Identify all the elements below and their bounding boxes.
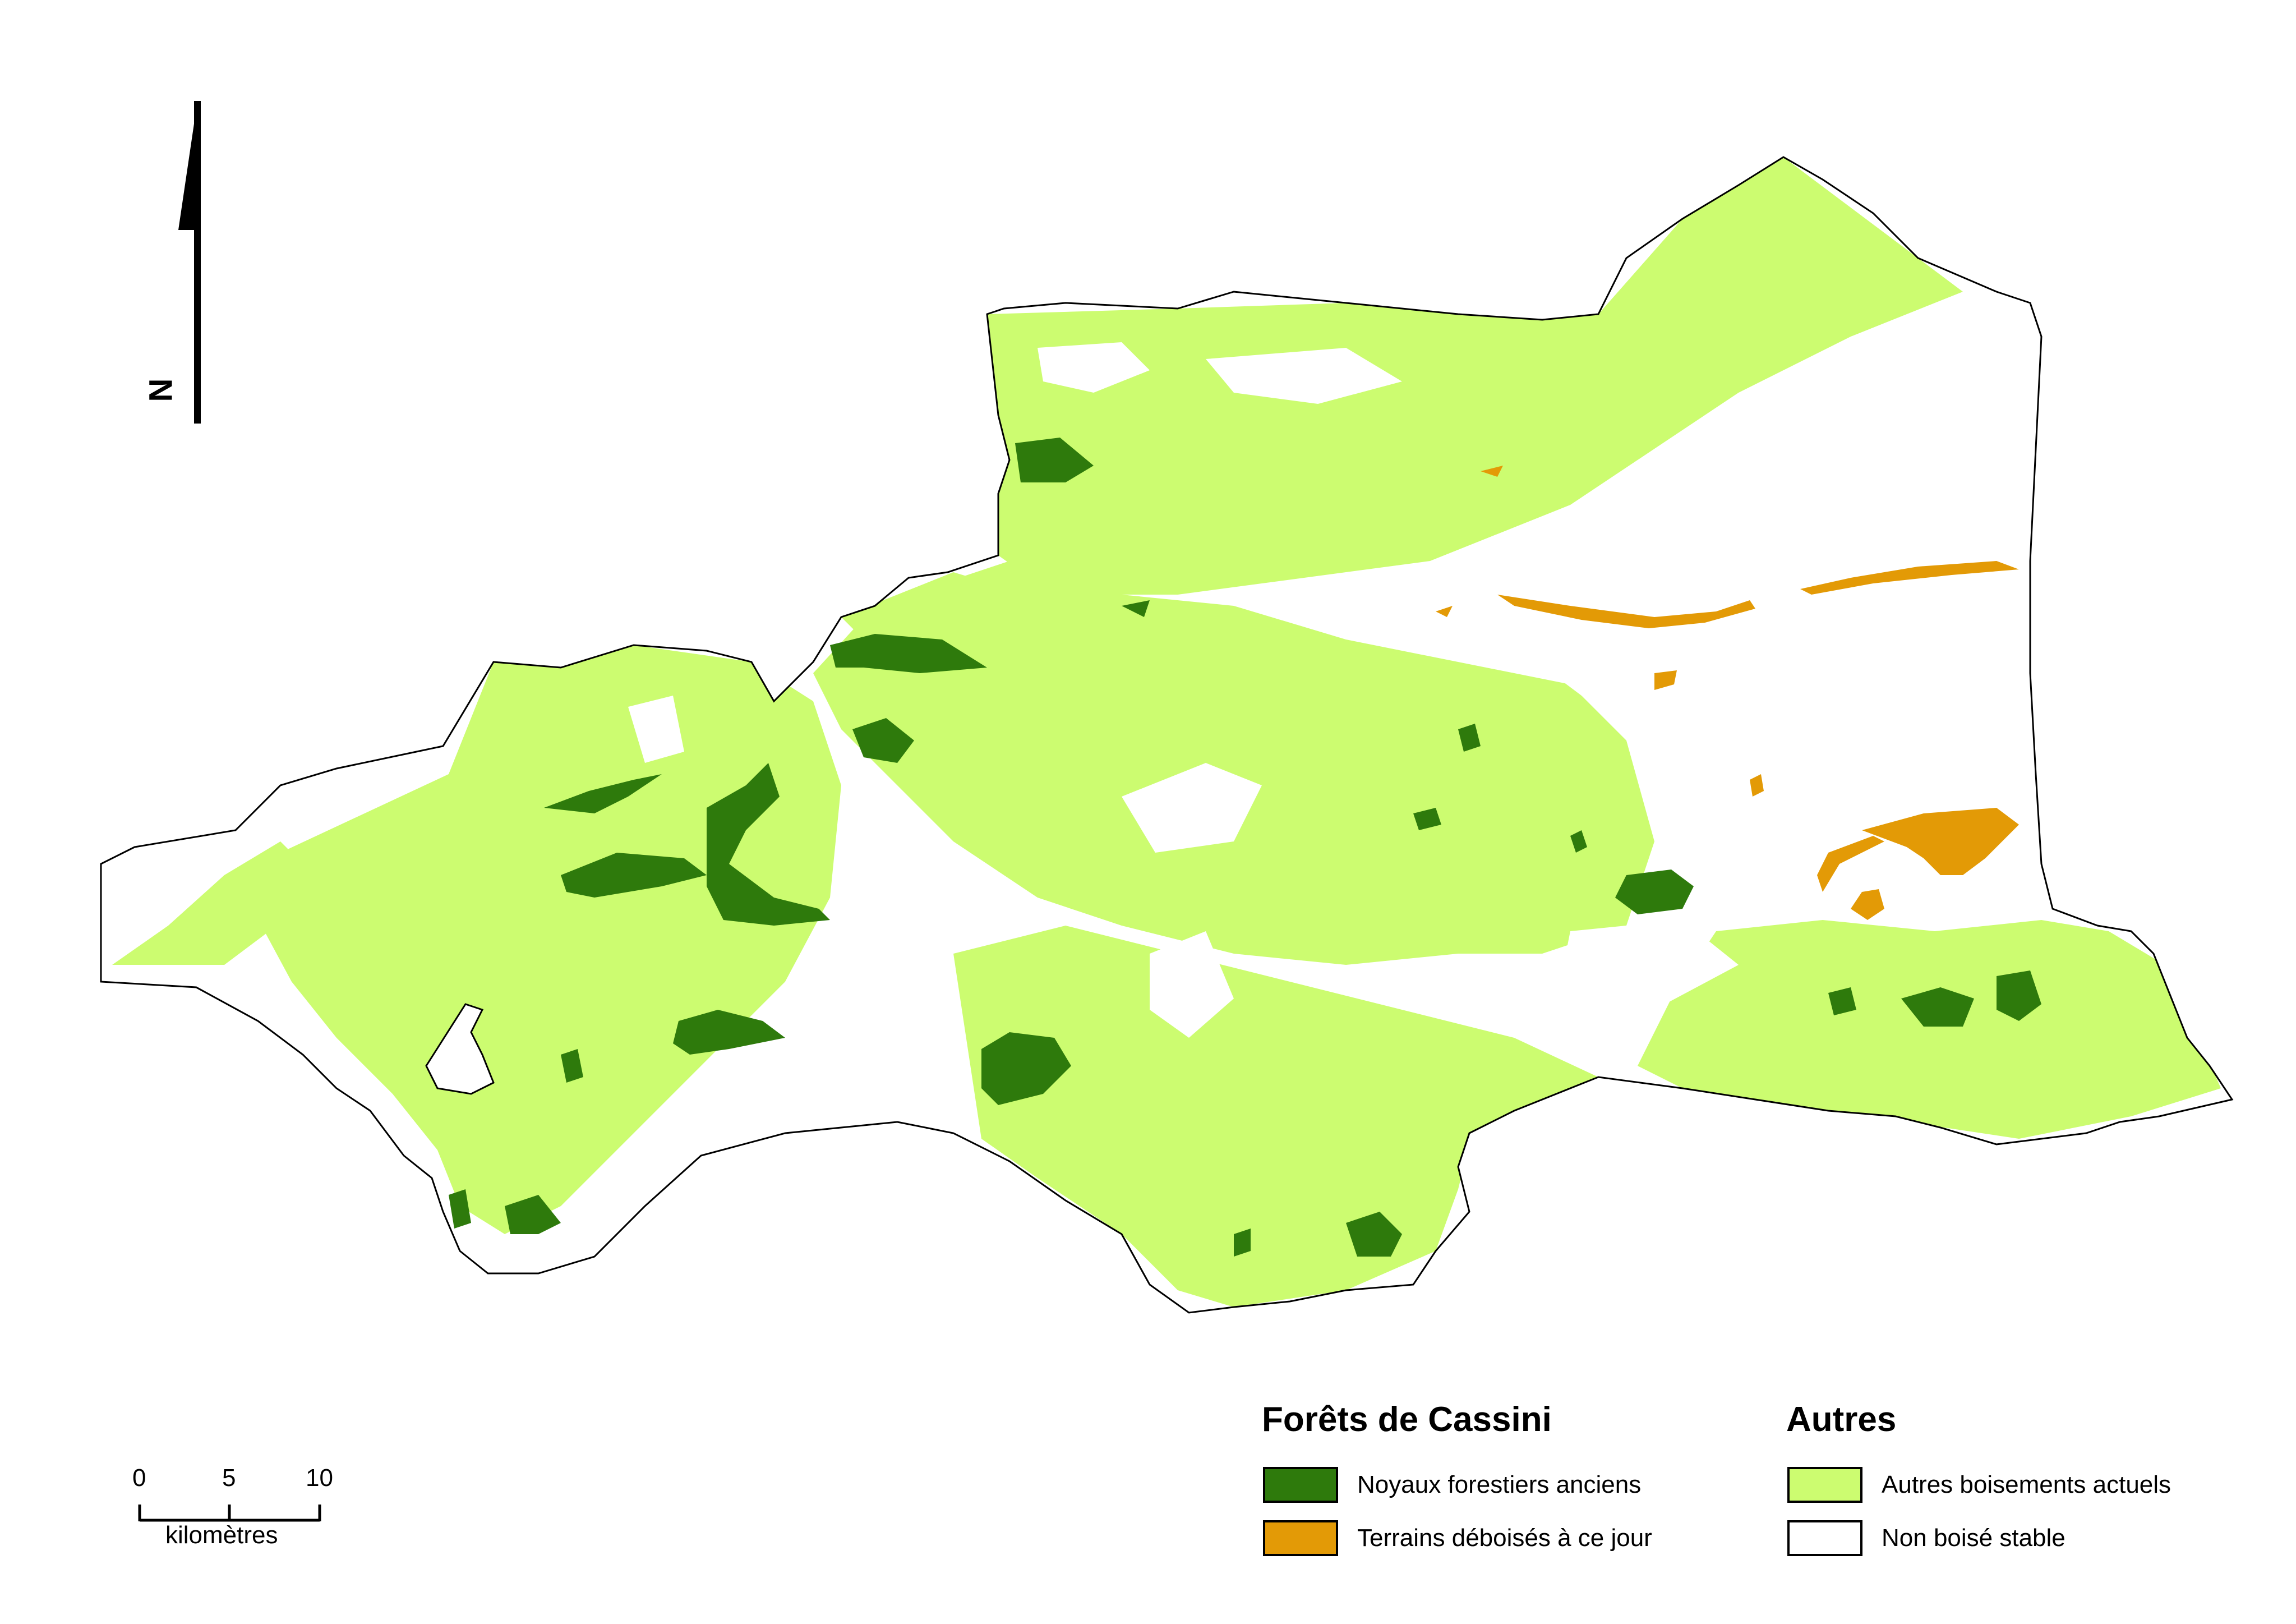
department-outline <box>100 156 2234 1314</box>
non-wooded-swatch <box>1787 1520 1862 1556</box>
north-arrow-icon <box>178 101 201 424</box>
forest-core-swatch <box>1263 1467 1338 1503</box>
other-woodland-swatch <box>1787 1467 1862 1503</box>
scale-bar <box>138 1505 321 1522</box>
enclave-outline <box>425 1003 495 1095</box>
legend-item-non-wooded: Non boisé stable <box>1787 1520 2066 1556</box>
scale-unit: kilomètres <box>165 1521 278 1549</box>
deforested-layer <box>1436 466 2019 920</box>
legend-label-forest-core: Noyaux forestiers anciens <box>1357 1471 1642 1498</box>
legend-item-forest-core: Noyaux forestiers anciens <box>1263 1467 1641 1503</box>
legend-item-other-woodland: Autres boisements actuels <box>1787 1467 2171 1503</box>
scale-tick-5: 5 <box>222 1464 236 1492</box>
legend-label-other-woodland: Autres boisements actuels <box>1882 1471 2171 1498</box>
legend-title-autres: Autres <box>1786 1400 1897 1439</box>
scale-tick-10: 10 <box>306 1464 333 1492</box>
forest-core-layer <box>449 438 2041 1257</box>
legend-label-non-wooded: Non boisé stable <box>1882 1524 2066 1552</box>
other-woodland-layer <box>112 157 2221 1307</box>
north-letter: N <box>142 378 179 402</box>
legend-label-deforested: Terrains déboisés à ce jour <box>1357 1524 1652 1552</box>
deforested-swatch <box>1263 1520 1338 1556</box>
legend-title-cassini: Forêts de Cassini <box>1262 1400 1552 1439</box>
scale-tick-0: 0 <box>132 1464 146 1492</box>
legend-item-deforested: Terrains déboisés à ce jour <box>1263 1520 1652 1556</box>
